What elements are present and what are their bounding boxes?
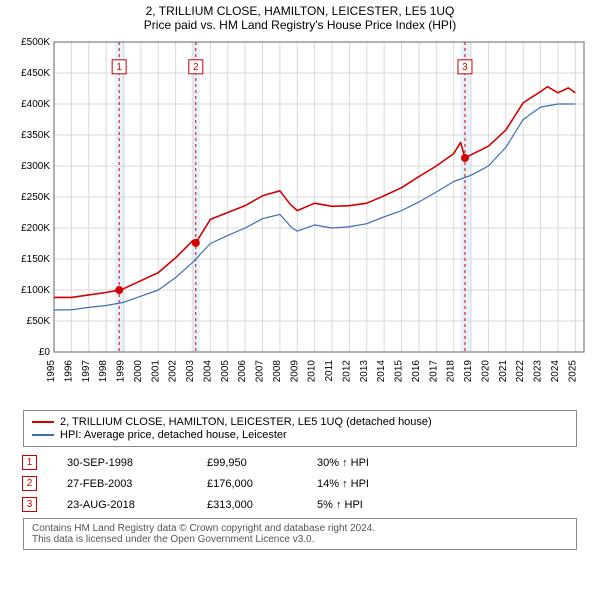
- svg-text:2001: 2001: [150, 360, 161, 383]
- svg-text:£500K: £500K: [21, 37, 50, 48]
- svg-text:2021: 2021: [498, 360, 509, 383]
- transaction-marker-icon: 2: [22, 476, 37, 491]
- svg-text:3: 3: [462, 62, 468, 73]
- svg-text:£150K: £150K: [21, 254, 50, 265]
- chart-subtitle: Price paid vs. HM Land Registry's House …: [0, 18, 600, 34]
- price-chart-svg: £0 £50K £100K £150K £200K £250K £300K £350K £400…: [10, 34, 590, 404]
- legend-label: HPI: Average price, detached house, Leic…: [60, 429, 287, 441]
- svg-text:2: 2: [193, 62, 199, 73]
- svg-text:£300K: £300K: [21, 161, 50, 172]
- svg-text:£450K: £450K: [21, 68, 50, 79]
- svg-text:1: 1: [116, 62, 122, 73]
- transaction-marker-icon: 3: [22, 497, 37, 512]
- svg-text:2025: 2025: [567, 360, 578, 383]
- svg-text:1998: 1998: [98, 360, 109, 383]
- transaction-delta: 30% ↑ HPI: [317, 457, 369, 469]
- svg-text:£0: £0: [39, 347, 51, 358]
- transaction-date: 27-FEB-2003: [67, 478, 177, 490]
- svg-text:2017: 2017: [428, 360, 439, 383]
- svg-text:2011: 2011: [324, 360, 335, 382]
- svg-text:2019: 2019: [463, 360, 474, 383]
- svg-text:2015: 2015: [394, 360, 405, 383]
- footer-line: Contains HM Land Registry data © Crown c…: [32, 523, 568, 534]
- svg-text:2009: 2009: [289, 360, 300, 383]
- transaction-date: 30-SEP-1998: [67, 457, 177, 469]
- transaction-row: 3 23-AUG-2018 £313,000 5% ↑ HPI: [22, 497, 578, 512]
- svg-text:2000: 2000: [133, 360, 144, 383]
- transaction-delta: 14% ↑ HPI: [317, 478, 369, 490]
- chart-title: 2, TRILLIUM CLOSE, HAMILTON, LEICESTER, …: [0, 0, 600, 18]
- svg-text:2024: 2024: [550, 360, 561, 383]
- svg-text:1997: 1997: [81, 360, 92, 383]
- svg-text:2003: 2003: [185, 360, 196, 383]
- svg-text:2018: 2018: [446, 360, 457, 383]
- transaction-delta: 5% ↑ HPI: [317, 499, 363, 511]
- svg-text:2020: 2020: [480, 360, 491, 383]
- attribution-footer: Contains HM Land Registry data © Crown c…: [23, 518, 577, 550]
- svg-text:2007: 2007: [255, 360, 266, 383]
- svg-text:£50K: £50K: [27, 316, 51, 327]
- svg-text:2005: 2005: [220, 360, 231, 383]
- svg-text:1999: 1999: [116, 360, 127, 383]
- svg-text:2013: 2013: [359, 360, 370, 383]
- svg-text:2023: 2023: [533, 360, 544, 383]
- svg-text:2014: 2014: [376, 360, 387, 383]
- legend-item: HPI: Average price, detached house, Leic…: [32, 429, 568, 441]
- svg-text:2006: 2006: [237, 360, 248, 383]
- svg-text:£100K: £100K: [21, 285, 50, 296]
- legend-swatch-series-0: [32, 421, 54, 423]
- transaction-price: £176,000: [207, 478, 287, 490]
- svg-text:£400K: £400K: [21, 99, 50, 110]
- svg-text:2002: 2002: [168, 360, 179, 383]
- svg-text:2008: 2008: [272, 360, 283, 383]
- svg-text:2010: 2010: [307, 360, 318, 383]
- transaction-price: £313,000: [207, 499, 287, 511]
- svg-text:1996: 1996: [63, 360, 74, 383]
- transaction-row: 1 30-SEP-1998 £99,950 30% ↑ HPI: [22, 455, 578, 470]
- transaction-date: 23-AUG-2018: [67, 499, 177, 511]
- transaction-row: 2 27-FEB-2003 £176,000 14% ↑ HPI: [22, 476, 578, 491]
- transaction-price: £99,950: [207, 457, 287, 469]
- transaction-marker-icon: 1: [22, 455, 37, 470]
- footer-line: This data is licensed under the Open Gov…: [32, 534, 568, 545]
- legend-swatch-series-1: [32, 434, 54, 436]
- svg-text:£250K: £250K: [21, 192, 50, 203]
- svg-text:2012: 2012: [341, 360, 352, 383]
- svg-text:2016: 2016: [411, 360, 422, 383]
- svg-text:1995: 1995: [46, 360, 57, 383]
- legend-item: 2, TRILLIUM CLOSE, HAMILTON, LEICESTER, …: [32, 416, 568, 428]
- svg-text:2022: 2022: [515, 360, 526, 383]
- transactions-table: 1 30-SEP-1998 £99,950 30% ↑ HPI 2 27-FEB…: [22, 455, 578, 512]
- svg-text:£200K: £200K: [21, 223, 50, 234]
- svg-text:2004: 2004: [202, 360, 213, 383]
- chart-area: £0 £50K £100K £150K £200K £250K £300K £350K £400…: [10, 34, 590, 404]
- legend: 2, TRILLIUM CLOSE, HAMILTON, LEICESTER, …: [23, 410, 577, 447]
- svg-text:£350K: £350K: [21, 130, 50, 141]
- legend-label: 2, TRILLIUM CLOSE, HAMILTON, LEICESTER, …: [60, 416, 432, 428]
